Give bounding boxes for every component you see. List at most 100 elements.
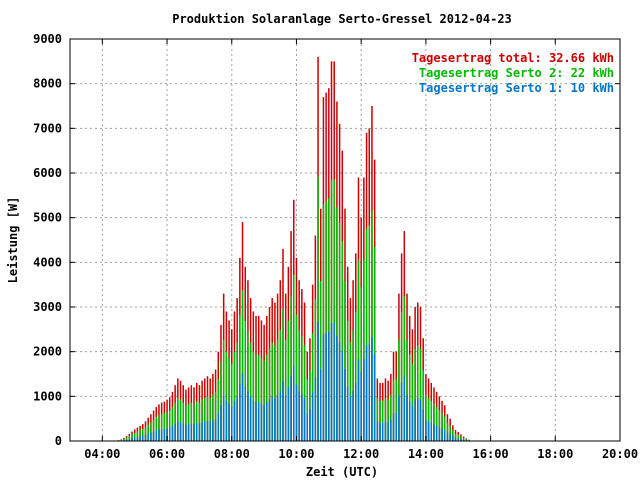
bar-serto1: [150, 432, 152, 441]
bar-serto1: [279, 391, 282, 441]
bar-serto1: [295, 384, 298, 441]
bar-serto1: [247, 391, 249, 441]
bar-serto1: [260, 403, 263, 441]
axis-ticks: 0 1000 2000 3000 4000 5000 6000 7000 8000 9000 04:…: [33, 32, 638, 461]
bar-serto1: [268, 399, 271, 441]
bar-serto2: [371, 210, 373, 441]
bar-serto1: [255, 402, 257, 441]
bar-serto1: [290, 375, 292, 441]
bar-serto2: [417, 345, 419, 441]
bar-serto1: [144, 434, 147, 441]
bar-serto2: [303, 345, 306, 441]
bar-serto1: [306, 413, 308, 441]
bar-serto2: [279, 330, 282, 441]
bar-serto1: [274, 398, 276, 441]
bar-serto2: [185, 405, 187, 441]
bar-serto1: [427, 421, 430, 441]
bar-serto2: [260, 357, 263, 441]
bar-serto1: [406, 395, 408, 441]
x-axis-label: Zeit (UTC): [306, 465, 378, 479]
bar-serto1: [201, 422, 203, 441]
bar-serto2: [266, 354, 268, 441]
bar-serto2: [123, 438, 125, 441]
bar-serto2: [392, 379, 395, 441]
y-tick-label: 5000: [33, 211, 62, 225]
bar-serto1: [163, 428, 166, 441]
bar-serto1: [214, 418, 217, 441]
bar-serto1: [336, 335, 338, 441]
bar-serto2: [271, 342, 273, 441]
bar-serto2: [328, 198, 330, 441]
bar-serto1: [330, 323, 333, 441]
bar-series-serto2: [117, 176, 470, 441]
bar-serto2: [282, 308, 284, 441]
y-axis-label: Leistung [W]: [6, 197, 20, 284]
bar-serto1: [384, 421, 387, 441]
y-tick-label: 2000: [33, 345, 62, 359]
bar-serto1: [325, 333, 327, 441]
bar-serto1: [452, 436, 454, 441]
bar-serto1: [387, 422, 389, 441]
bar-serto2: [287, 320, 290, 441]
bar-serto2: [182, 402, 184, 441]
bar-serto1: [298, 391, 300, 441]
x-tick-label: 18:00: [537, 447, 573, 461]
y-tick-label: 9000: [33, 32, 62, 46]
bar-serto2: [268, 348, 271, 441]
bar-serto2: [233, 351, 236, 441]
y-tick-label: 1000: [33, 389, 62, 403]
bar-serto2: [239, 315, 241, 441]
bar-serto1: [363, 359, 365, 441]
x-tick-label: 14:00: [408, 447, 444, 461]
bar-serto2: [446, 422, 449, 441]
bar-serto1: [195, 423, 198, 441]
bar-serto2: [198, 402, 201, 441]
bar-serto1: [449, 434, 451, 441]
bar-serto1: [166, 428, 168, 441]
bar-serto2: [408, 354, 411, 441]
bar-serto1: [160, 429, 163, 441]
bar-serto1: [433, 424, 435, 441]
bar-serto1: [400, 382, 403, 441]
bar-serto2: [252, 351, 255, 441]
bar-serto1: [319, 369, 322, 441]
bar-serto2: [411, 364, 414, 441]
bar-serto2: [314, 299, 317, 441]
bar-serto1: [414, 399, 416, 441]
bar-serto2: [373, 247, 376, 441]
bar-serto2: [430, 400, 433, 441]
bar-serto1: [136, 436, 139, 441]
bar-serto2: [241, 290, 244, 441]
bar-serto1: [435, 425, 438, 441]
bar-serto2: [136, 431, 139, 441]
bar-serto2: [330, 179, 333, 441]
bar-serto1: [155, 430, 158, 441]
bar-serto2: [425, 394, 427, 441]
bar-serto2: [249, 342, 252, 441]
bar-serto2: [355, 311, 357, 441]
bar-serto2: [338, 222, 341, 441]
bar-serto1: [271, 396, 273, 441]
bar-serto2: [128, 436, 131, 441]
bar-serto1: [382, 423, 384, 441]
bar-serto1: [239, 384, 241, 441]
bar-serto2: [206, 396, 209, 441]
bar-serto1: [357, 359, 360, 441]
bar-serto2: [384, 398, 387, 441]
bar-serto2: [201, 399, 203, 441]
bar-serto2: [125, 437, 128, 441]
bar-serto1: [142, 435, 144, 441]
bar-serto1: [303, 398, 306, 441]
bar-serto1: [266, 402, 268, 441]
bar-serto1: [392, 413, 395, 441]
bar-serto1: [131, 438, 133, 441]
bar-serto2: [398, 339, 400, 441]
bar-serto1: [328, 331, 330, 441]
bar-serto2: [217, 379, 220, 441]
bar-serto2: [244, 320, 246, 441]
bar-serto1: [182, 423, 184, 441]
bar-serto1: [139, 436, 141, 441]
bar-serto1: [263, 405, 265, 441]
